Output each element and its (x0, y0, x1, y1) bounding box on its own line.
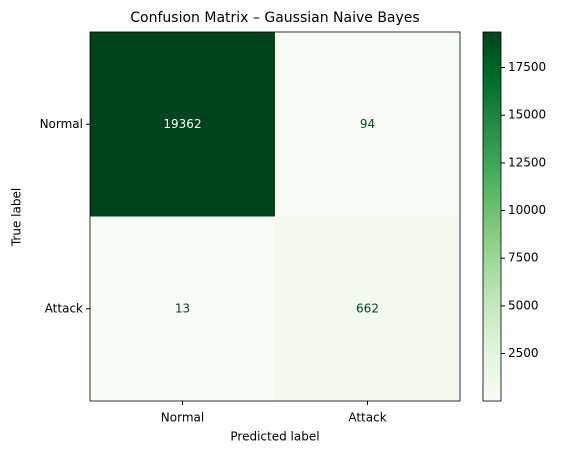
y-tick-label: Attack (45, 301, 83, 315)
colorbar-tick-label: 7500 (508, 251, 539, 265)
colorbar-tick-label: 15000 (508, 108, 546, 122)
chart-title: Confusion Matrix – Gaussian Naive Bayes (130, 10, 419, 26)
x-tick-label: Attack (348, 411, 386, 425)
colorbar-tick-label: 5000 (508, 298, 539, 312)
y-tick-label: Normal (40, 117, 83, 131)
colorbar-tick-label: 10000 (508, 203, 546, 217)
colorbar-tick-label: 17500 (508, 60, 546, 74)
colorbar (482, 31, 502, 402)
x-tick-label: Normal (161, 411, 204, 425)
cell (90, 216, 276, 402)
x-axis-label: Predicted label (230, 430, 319, 444)
colorbar-tick-label: 12500 (508, 155, 546, 169)
plot-frame (89, 31, 461, 402)
colorbar-tick-label: 2500 (508, 346, 539, 360)
cell (275, 216, 461, 402)
cell (90, 32, 276, 217)
cell-label: 19362 (163, 117, 201, 131)
cell-label: 662 (356, 301, 379, 315)
cell-label: 94 (360, 117, 375, 131)
y-axis-label: True label (10, 188, 24, 247)
cell (275, 32, 461, 217)
cell-label: 13 (175, 301, 190, 315)
